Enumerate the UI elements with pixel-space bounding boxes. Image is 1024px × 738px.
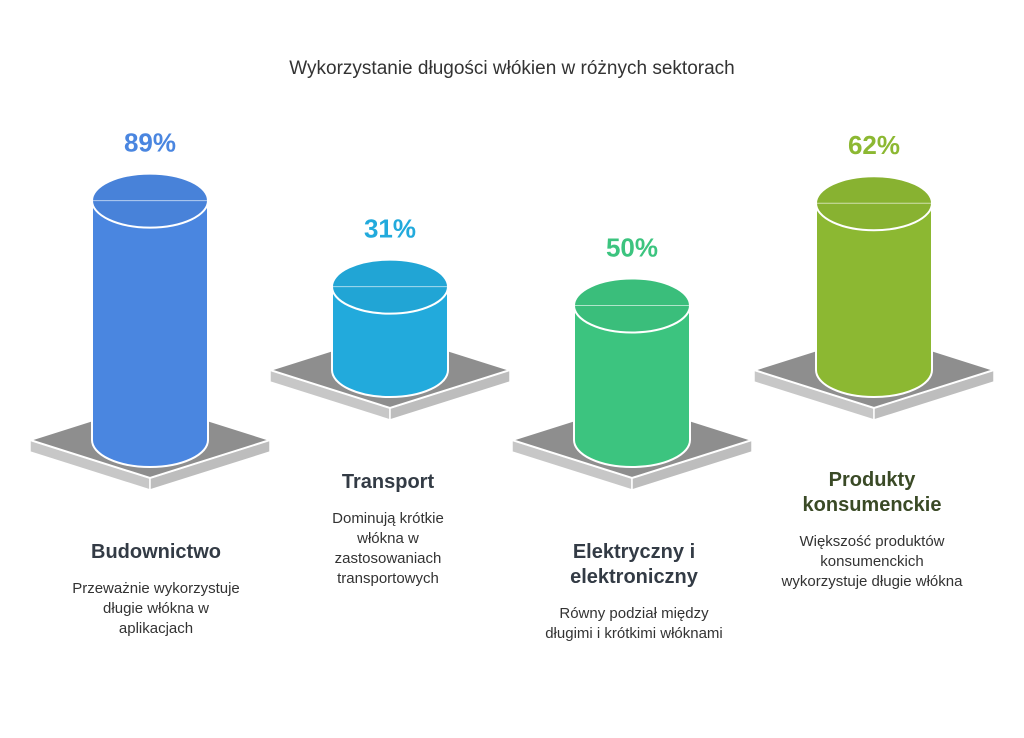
category-label-3: Produkty konsumenckie Większość produktó… xyxy=(766,468,978,592)
category-description: Większość produktów konsumenckich wykorz… xyxy=(781,533,963,590)
category-title: Produkty konsumenckie xyxy=(802,469,942,516)
bar-0: 89% xyxy=(26,128,274,492)
chart-title: Wykorzystanie długości włókien w różnych… xyxy=(289,58,735,79)
cylinder-body-2 xyxy=(573,304,691,468)
category-label-0: Budownictwo Przeważnie wykorzystuje dług… xyxy=(38,540,274,639)
value-label-1: 31% xyxy=(364,214,416,244)
cylinder-body-0 xyxy=(91,199,209,468)
category-description: Przeważnie wykorzystuje długie włókna w … xyxy=(72,580,240,637)
category-label-1: Transport Dominują krótkie włókna w zast… xyxy=(290,470,486,589)
category-label-2: Elektryczny i elektroniczny Równy podzia… xyxy=(536,540,732,644)
cylinder-body-1 xyxy=(331,285,449,398)
plate-1 xyxy=(266,330,514,422)
value-label-0: 89% xyxy=(124,128,176,158)
category-description: Dominują krótkie włókna w zastosowaniach… xyxy=(332,510,444,587)
value-label-3: 62% xyxy=(848,130,900,160)
cylinder-body-3 xyxy=(815,202,933,398)
bar-3: 62% xyxy=(750,130,998,422)
bar-2: 50% xyxy=(508,233,756,492)
category-title: Transport xyxy=(341,471,435,493)
bar-1: 31% xyxy=(266,214,514,422)
category-description: Równy podział między długimi i krótkimi … xyxy=(545,605,723,642)
value-label-2: 50% xyxy=(606,233,658,263)
category-title: Elektryczny i elektroniczny xyxy=(570,541,698,588)
category-title: Budownictwo xyxy=(91,541,221,563)
